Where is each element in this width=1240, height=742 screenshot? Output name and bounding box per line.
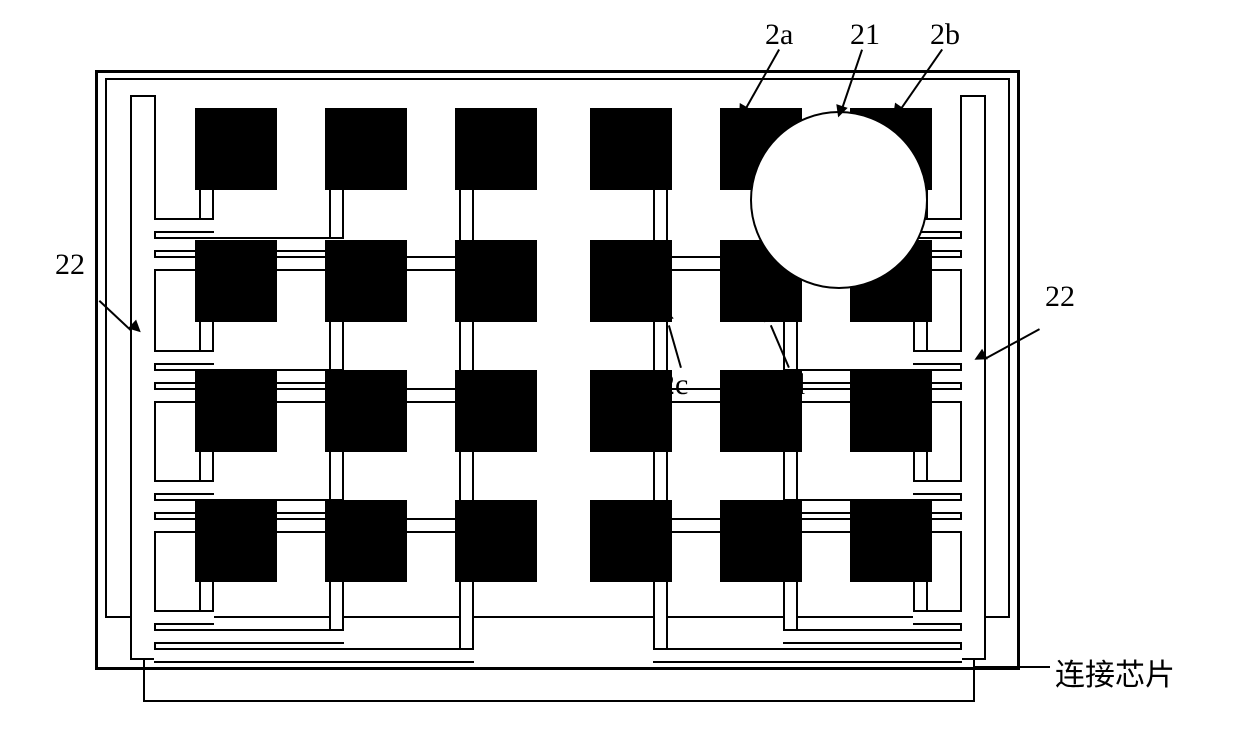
trace-stub-l xyxy=(783,452,785,458)
pad-r3-c0 xyxy=(195,500,277,582)
label-l21: 21 xyxy=(850,18,880,52)
wire-bridge xyxy=(143,700,975,702)
trace-stub-l xyxy=(199,190,201,196)
bus-left xyxy=(130,95,156,660)
pad-r0-c2 xyxy=(455,108,537,190)
trace-stub-l xyxy=(459,190,461,196)
pad-r3-c1 xyxy=(325,500,407,582)
pad-r2-c1 xyxy=(325,370,407,452)
trace-joint xyxy=(201,612,212,623)
trace-stub-r xyxy=(472,322,474,328)
trace-stub-l xyxy=(329,452,331,458)
trace-joint xyxy=(915,482,926,493)
trace-horizontal xyxy=(154,648,474,663)
trace-horizontal xyxy=(154,629,344,644)
trace-joint xyxy=(331,631,342,642)
label-l2a: 2a xyxy=(765,18,793,52)
trace-stub-l xyxy=(459,322,461,328)
trace-stub-r xyxy=(796,322,798,328)
pad-r3-c3 xyxy=(590,500,672,582)
pad-r1-c1 xyxy=(325,240,407,322)
trace-stub-r xyxy=(926,582,928,588)
trace-stub-l xyxy=(199,582,201,588)
trace-stub-r xyxy=(926,322,928,328)
pad-r3-c5 xyxy=(850,500,932,582)
trace-joint xyxy=(655,650,666,661)
bus-right xyxy=(960,95,986,660)
trace-stub-r xyxy=(342,190,344,196)
pad-r0-c1 xyxy=(325,108,407,190)
trace-horizontal xyxy=(653,648,962,663)
trace-joint xyxy=(201,220,212,231)
trace-stub-l xyxy=(329,582,331,588)
pad-r2-c5 xyxy=(850,370,932,452)
trace-stub-l xyxy=(913,582,915,588)
trace-stub-r xyxy=(472,190,474,196)
trace-stub-l xyxy=(913,322,915,328)
trace-stub-r xyxy=(666,190,668,196)
pad-r0-c3 xyxy=(590,108,672,190)
trace-stub-r xyxy=(212,322,214,328)
trace-joint xyxy=(915,612,926,623)
diagram-stage: 2a 21 2b 22 22 2c 2d 连接芯片 xyxy=(0,0,1240,742)
trace-joint xyxy=(201,482,212,493)
trace-stub-r xyxy=(666,582,668,588)
pad-r2-c2 xyxy=(455,370,537,452)
trace-stub-r xyxy=(796,452,798,458)
pad-r3-c4 xyxy=(720,500,802,582)
trace-stub-r xyxy=(342,322,344,328)
wire-drop-left xyxy=(143,660,145,700)
pad-r3-c2 xyxy=(455,500,537,582)
pad-r1-c2 xyxy=(455,240,537,322)
trace-stub-r xyxy=(212,190,214,196)
label-chip: 连接芯片 xyxy=(1055,650,1175,694)
trace-stub-r xyxy=(926,452,928,458)
trace-joint xyxy=(915,352,926,363)
trace-stub-r xyxy=(212,452,214,458)
label-l2c: 2c xyxy=(660,368,688,402)
trace-stub-l xyxy=(653,322,655,328)
trace-stub-l xyxy=(913,452,915,458)
label-l22R: 22 xyxy=(1045,280,1075,314)
trace-joint xyxy=(785,631,796,642)
label-l2b: 2b xyxy=(930,18,960,52)
pad-r2-c0 xyxy=(195,370,277,452)
trace-stub-l xyxy=(653,582,655,588)
trace-stub-l xyxy=(459,582,461,588)
trace-stub-l xyxy=(783,322,785,328)
wire-to-chip-label xyxy=(975,666,1050,668)
trace-stub-l xyxy=(199,452,201,458)
trace-horizontal xyxy=(783,629,962,644)
trace-stub-r xyxy=(472,452,474,458)
trace-stub-l xyxy=(329,190,331,196)
trace-stub-r xyxy=(342,452,344,458)
trace-stub-l xyxy=(653,190,655,196)
trace-stub-r xyxy=(212,582,214,588)
pad-r0-c0 xyxy=(195,108,277,190)
label-l2d: 2d xyxy=(775,368,805,402)
trace-stub-l xyxy=(199,322,201,328)
pad-r1-c0 xyxy=(195,240,277,322)
trace-joint xyxy=(461,650,472,661)
trace-stub-l xyxy=(459,452,461,458)
trace-stub-l xyxy=(653,452,655,458)
trace-stub-l xyxy=(329,322,331,328)
trace-stub-r xyxy=(796,582,798,588)
label-l22L: 22 xyxy=(55,248,85,282)
trace-joint xyxy=(201,352,212,363)
trace-stub-r xyxy=(472,582,474,588)
trace-stub-r xyxy=(666,452,668,458)
droplet-circle xyxy=(750,111,928,289)
trace-stub-r xyxy=(342,582,344,588)
trace-stub-l xyxy=(783,582,785,588)
